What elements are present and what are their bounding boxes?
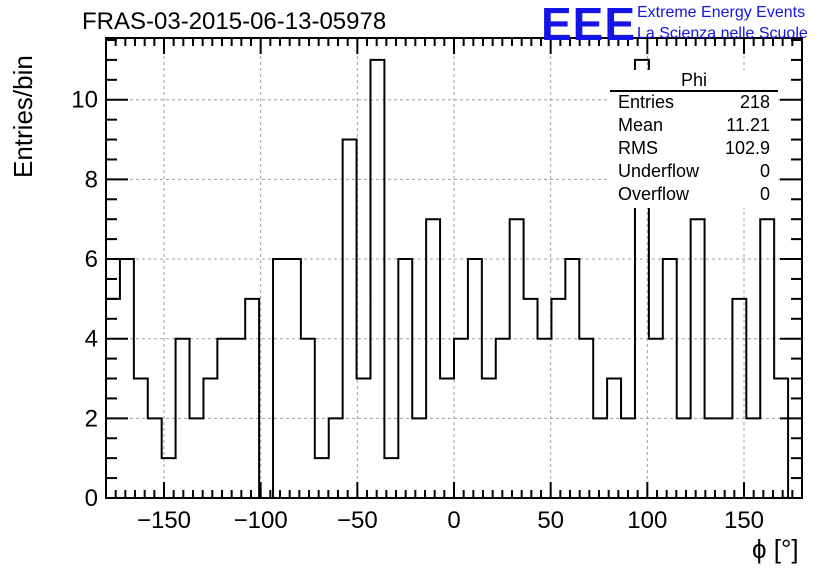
- x-axis-label: ϕ [°]: [752, 534, 799, 564]
- x-tick-label: 100: [627, 507, 667, 534]
- eee-logo-mark: EEE: [541, 0, 637, 50]
- stats-title: Phi: [680, 70, 707, 90]
- x-tick-label: −150: [137, 507, 191, 534]
- stats-label: Mean: [618, 115, 664, 135]
- stats-row-rms: RMS 102.9: [618, 138, 770, 161]
- stats-row-mean: Mean 11.21: [618, 115, 770, 138]
- y-tick-label: 8: [85, 166, 98, 193]
- x-tick-label: −50: [337, 507, 378, 534]
- x-tick-label: −100: [234, 507, 288, 534]
- stats-label: Underflow: [618, 161, 700, 181]
- y-tick-label: 4: [85, 326, 98, 353]
- stats-label: Overflow: [618, 184, 690, 204]
- logo-line-1: Extreme Energy Events: [637, 4, 806, 21]
- stats-value: 102.9: [724, 138, 770, 158]
- y-tick-label: 10: [71, 87, 98, 114]
- x-tick-label: 50: [537, 507, 564, 534]
- stats-row-overflow: Overflow 0: [618, 184, 770, 207]
- x-tick-labels: −150 −100 −50 0 50 100 150: [137, 507, 764, 534]
- y-tick-labels: 0 2 4 6 8 10: [71, 87, 98, 512]
- plot-frame: [105, 37, 803, 499]
- chart-title: FRAS-03-2015-06-13-05978: [82, 8, 387, 35]
- stats-divider: [610, 90, 778, 92]
- axis-ticks: [106, 38, 802, 499]
- stats-value: 11.21: [726, 115, 770, 135]
- stats-value: 218: [739, 92, 770, 112]
- y-tick-label: 2: [85, 405, 98, 432]
- stats-label: Entries: [618, 92, 675, 112]
- y-axis-label: Entries/bin: [8, 55, 38, 178]
- stats-row-entries: Entries 218: [618, 92, 770, 115]
- x-tick-label: 0: [447, 507, 460, 534]
- histogram-line: [105, 58, 802, 499]
- stats-row-underflow: Underflow 0: [618, 161, 770, 184]
- stats-value: 0: [759, 184, 770, 204]
- logo-line-2: La Scienza nelle Scuole: [637, 25, 808, 42]
- y-tick-label: 0: [85, 485, 98, 512]
- stats-label: RMS: [618, 138, 658, 158]
- y-tick-label: 6: [85, 246, 98, 273]
- stats-value: 0: [759, 161, 770, 181]
- x-tick-label: 150: [724, 507, 764, 534]
- stats-box: Phi Entries 218 Mean 11.21 RMS 102.9 Und…: [610, 70, 778, 208]
